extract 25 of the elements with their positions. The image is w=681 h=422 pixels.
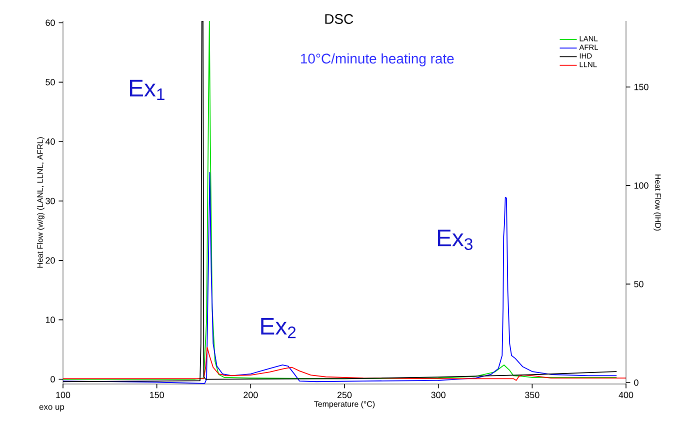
- y-tick-label: 50: [46, 79, 55, 86]
- y2-tick-label: 100: [634, 182, 648, 189]
- x-tick-label: 250: [337, 392, 352, 398]
- y2-tick-label: 0: [634, 379, 638, 386]
- text: exo up: [39, 405, 64, 412]
- y2-tick-label: 150: [634, 84, 648, 90]
- annotation: 10°C/minute heating rate: [300, 53, 454, 66]
- line-series: [63, 172, 618, 384]
- y-tick-label: 60: [46, 20, 55, 26]
- y-tick-label: 20: [46, 257, 55, 264]
- x-tick-label: 400: [618, 392, 634, 398]
- x-tick-label: 350: [525, 392, 540, 398]
- x-tick-label: 150: [150, 392, 164, 398]
- x-tick-label: 100: [56, 392, 70, 398]
- y-tick-label: 10: [46, 316, 55, 324]
- annotation: Ex$_{3}$: [438, 230, 472, 250]
- annotation: Ex$_{1}$: [130, 80, 164, 100]
- chart-title: DSC: [325, 14, 354, 24]
- y-tick-label: 40: [45, 138, 55, 145]
- annotation: Ex$_{2}$: [261, 318, 296, 338]
- x-tick-label: 200: [244, 392, 258, 398]
- y2-tick-label: 50: [634, 280, 644, 288]
- y-tick-label: 30: [46, 198, 55, 204]
- y-tick-label: 0: [50, 376, 55, 382]
- x-tick-label: 300: [431, 392, 446, 398]
